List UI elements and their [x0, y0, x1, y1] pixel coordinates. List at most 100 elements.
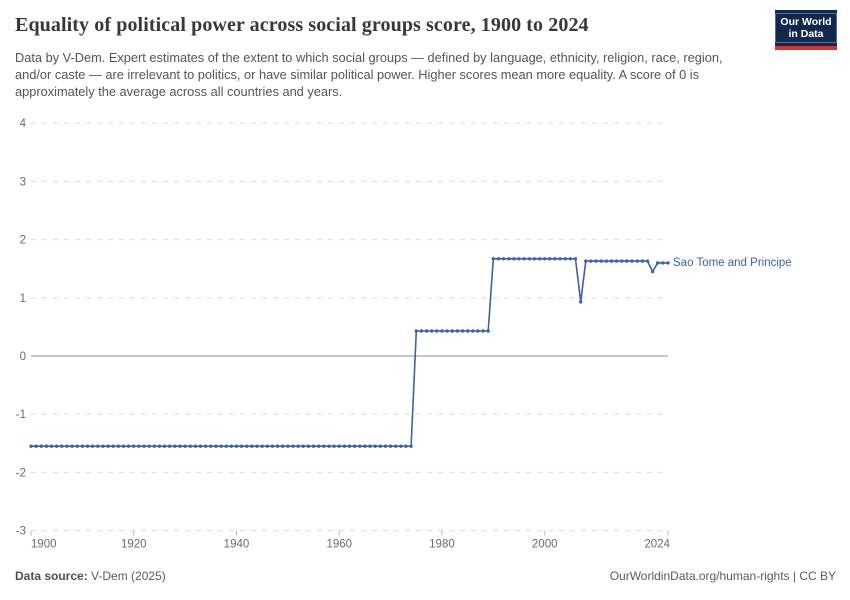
data-point	[558, 257, 562, 261]
data-point	[255, 444, 259, 448]
data-point	[635, 259, 639, 263]
data-point	[101, 444, 105, 448]
data-point	[90, 444, 95, 448]
data-point	[347, 444, 352, 448]
data-point	[301, 444, 305, 448]
data-point	[455, 329, 460, 333]
data-point	[142, 444, 146, 448]
data-point	[111, 444, 115, 448]
data-point	[435, 329, 439, 333]
data-point	[250, 444, 254, 448]
data-point	[445, 329, 449, 333]
data-point	[188, 444, 192, 448]
data-point	[620, 259, 624, 263]
data-point	[214, 444, 218, 448]
data-point	[630, 259, 634, 263]
data-point	[162, 444, 167, 448]
data-point	[311, 444, 316, 448]
data-point	[306, 444, 311, 448]
data-point	[39, 444, 43, 448]
data-point	[322, 444, 326, 448]
data-point	[291, 444, 295, 448]
data-point	[450, 329, 454, 333]
series-line[interactable]	[31, 258, 668, 447]
data-point	[183, 444, 187, 448]
data-point	[219, 444, 223, 448]
data-point	[116, 444, 121, 448]
data-point	[512, 257, 516, 261]
data-point	[270, 444, 275, 448]
x-tick-label: 2000	[532, 539, 558, 551]
data-point	[358, 444, 362, 448]
data-point	[55, 444, 59, 448]
page-subtitle: Data by V-Dem. Expert estimates of the e…	[15, 50, 723, 99]
data-point	[414, 329, 418, 333]
data-point	[342, 444, 347, 448]
x-tick-label: 2024	[644, 539, 670, 551]
y-tick-label: 1	[20, 293, 26, 305]
y-tick-label: 2	[20, 235, 26, 247]
data-point	[625, 259, 629, 263]
data-point	[265, 444, 269, 448]
data-source-label: Data source:	[15, 569, 88, 583]
data-point	[404, 444, 408, 448]
series-entity-label[interactable]: Sao Tome and Principe	[673, 257, 792, 269]
y-tick-label: -2	[16, 467, 26, 479]
data-point	[656, 261, 660, 265]
data-point	[378, 444, 382, 448]
data-point	[137, 444, 141, 448]
data-point	[409, 444, 413, 448]
page-title: Equality of political power across socia…	[15, 14, 589, 36]
x-tick-label: 1980	[429, 539, 455, 551]
data-point	[399, 444, 403, 448]
data-point	[234, 444, 239, 448]
data-point	[614, 259, 619, 263]
data-point	[517, 257, 521, 261]
data-point	[193, 444, 198, 448]
data-point	[368, 444, 372, 448]
data-point	[383, 444, 388, 448]
data-point	[286, 444, 290, 448]
data-point	[476, 329, 480, 333]
data-point	[75, 444, 79, 448]
data-point	[260, 444, 264, 448]
data-point	[599, 259, 603, 263]
data-point	[491, 257, 495, 261]
data-point	[152, 444, 156, 448]
data-point	[168, 444, 172, 448]
data-point	[209, 444, 213, 448]
data-point	[173, 444, 177, 448]
data-point	[275, 444, 280, 448]
y-tick-label: -3	[16, 526, 26, 538]
credit-link[interactable]: OurWorldinData.org/human-rights | CC BY	[609, 569, 836, 583]
data-point	[296, 444, 300, 448]
data-point	[584, 259, 588, 263]
data-point	[44, 444, 49, 448]
data-point	[568, 257, 573, 261]
data-point	[126, 444, 131, 448]
data-point	[594, 259, 598, 263]
data-point	[553, 257, 557, 261]
data-point	[157, 444, 162, 448]
data-point	[496, 257, 501, 261]
data-point	[537, 257, 542, 261]
x-tick-label: 1920	[121, 539, 147, 551]
data-point	[527, 257, 531, 261]
data-point	[507, 257, 511, 261]
data-point	[548, 257, 552, 261]
data-point	[419, 329, 424, 333]
data-point	[337, 444, 341, 448]
data-point	[394, 444, 398, 448]
data-point	[85, 444, 90, 448]
data-point	[121, 444, 126, 448]
data-point	[327, 444, 331, 448]
data-point	[245, 444, 249, 448]
data-point	[373, 444, 377, 448]
data-source-value: V-Dem (2025)	[91, 569, 166, 583]
data-point	[132, 444, 136, 448]
data-point	[239, 444, 244, 448]
owid-logo: Our World in Data	[775, 10, 837, 50]
data-source: Data source: V-Dem (2025)	[15, 569, 166, 583]
data-point	[460, 329, 465, 333]
